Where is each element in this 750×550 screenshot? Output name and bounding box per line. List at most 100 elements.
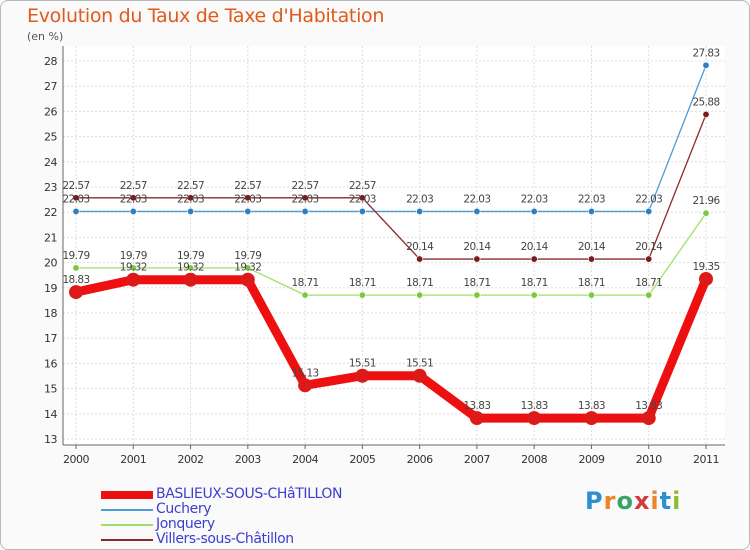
- data-label: 27.83: [692, 47, 719, 59]
- x-tick-label: 2011: [693, 453, 719, 466]
- data-label: 22.03: [578, 193, 605, 205]
- logo-letter: i: [672, 487, 682, 515]
- y-tick-label: 13: [44, 433, 57, 446]
- data-label: 22.03: [62, 193, 89, 205]
- legend-swatch-villers: [101, 539, 153, 541]
- x-tick-label: 2004: [292, 453, 318, 466]
- chart-legend: BASLIEUX-SOUS-CHâTILLON Cuchery Jonquery…: [101, 486, 401, 547]
- x-tick-label: 2010: [636, 453, 662, 466]
- data-label: 15.13: [292, 367, 319, 379]
- data-label: 18.83: [62, 274, 89, 286]
- x-tick-label: 2006: [407, 453, 433, 466]
- data-point: [69, 285, 83, 300]
- data-label: 21.96: [692, 195, 720, 207]
- data-point: [358, 207, 366, 215]
- data-label: 22.03: [349, 193, 376, 205]
- data-label: 22.03: [120, 193, 147, 205]
- y-tick-label: 22: [44, 206, 57, 219]
- data-label: 19.35: [692, 261, 719, 273]
- data-point: [183, 272, 198, 287]
- data-label: 20.14: [406, 241, 434, 253]
- data-label: 18.71: [292, 277, 319, 289]
- data-point: [702, 61, 710, 69]
- legend-item-jonquery: Jonquery: [101, 516, 401, 532]
- data-label: 18.71: [578, 277, 605, 289]
- data-label: 19.32: [234, 262, 261, 274]
- y-tick-label: 16: [44, 357, 57, 370]
- y-tick-label: 28: [44, 55, 57, 68]
- legend-item-baslieux: BASLIEUX-SOUS-CHâTILLON: [101, 486, 401, 502]
- data-point: [72, 194, 80, 202]
- x-tick-label: 2009: [578, 453, 604, 466]
- data-label: 19.79: [62, 250, 89, 262]
- data-point: [358, 194, 366, 202]
- series-line: [75, 64, 707, 213]
- data-point: [473, 291, 481, 299]
- data-label: 22.03: [406, 193, 433, 205]
- data-point: [527, 411, 542, 426]
- data-label: 22.57: [120, 180, 147, 192]
- data-point: [645, 255, 653, 263]
- x-tick-label: 2001: [120, 453, 146, 466]
- data-point: [473, 207, 481, 215]
- data-point: [416, 291, 424, 299]
- data-point: [298, 378, 313, 393]
- data-point: [187, 264, 195, 272]
- legend-swatch-jonquery: [101, 524, 153, 526]
- data-point: [244, 207, 252, 215]
- data-point: [530, 291, 538, 299]
- data-label: 20.14: [578, 241, 606, 253]
- logo-letter: r: [603, 487, 617, 515]
- data-point: [699, 271, 713, 286]
- chart-title: Evolution du Taux de Taxe d'Habitation: [27, 5, 385, 27]
- data-point: [416, 255, 424, 263]
- legend-label: Cuchery: [156, 501, 212, 517]
- data-label: 22.03: [234, 193, 261, 205]
- data-point: [355, 368, 370, 383]
- data-label: 18.71: [463, 277, 490, 289]
- data-point: [129, 207, 137, 215]
- x-tick-label: 2008: [521, 453, 547, 466]
- legend-swatch-baslieux: [101, 491, 153, 499]
- data-point: [412, 368, 427, 383]
- data-label: 22.03: [292, 193, 319, 205]
- y-tick-label: 23: [44, 181, 57, 194]
- data-label: 13.83: [635, 400, 662, 412]
- data-point: [126, 272, 141, 287]
- logo-letter: x: [633, 487, 651, 515]
- data-point: [301, 207, 309, 215]
- x-tick-label: 2000: [63, 453, 89, 466]
- x-tick-label: 2005: [349, 453, 375, 466]
- y-tick-label: 15: [44, 383, 57, 396]
- data-label: 13.83: [463, 400, 490, 412]
- y-tick-label: 27: [44, 80, 57, 93]
- plot-area: [63, 46, 725, 445]
- data-label: 19.32: [177, 262, 204, 274]
- data-point: [587, 291, 595, 299]
- data-label: 19.79: [234, 250, 261, 262]
- data-label: 18.71: [521, 277, 548, 289]
- legend-label: Jonquery: [156, 516, 215, 532]
- data-point: [587, 207, 595, 215]
- data-point: [129, 194, 137, 202]
- data-label: 13.83: [578, 400, 605, 412]
- data-label: 22.03: [463, 193, 490, 205]
- y-tick-label: 20: [44, 257, 57, 270]
- data-label: 15.51: [406, 358, 433, 370]
- x-tick-label: 2002: [178, 453, 204, 466]
- y-tick-label: 26: [44, 105, 57, 118]
- data-label: 25.88: [692, 96, 719, 108]
- series-line: [71, 274, 711, 423]
- logo-letter: o: [616, 487, 634, 515]
- logo-letter: P: [585, 487, 604, 515]
- data-label: 22.57: [234, 180, 261, 192]
- data-point: [240, 272, 255, 287]
- y-tick-label: 18: [44, 307, 57, 320]
- legend-label: BASLIEUX-SOUS-CHâTILLON: [156, 486, 343, 502]
- data-point: [473, 255, 481, 263]
- data-label: 22.57: [349, 180, 376, 192]
- data-point: [72, 264, 80, 272]
- data-point: [530, 207, 538, 215]
- logo-letter: i: [650, 487, 660, 515]
- data-point: [358, 291, 366, 299]
